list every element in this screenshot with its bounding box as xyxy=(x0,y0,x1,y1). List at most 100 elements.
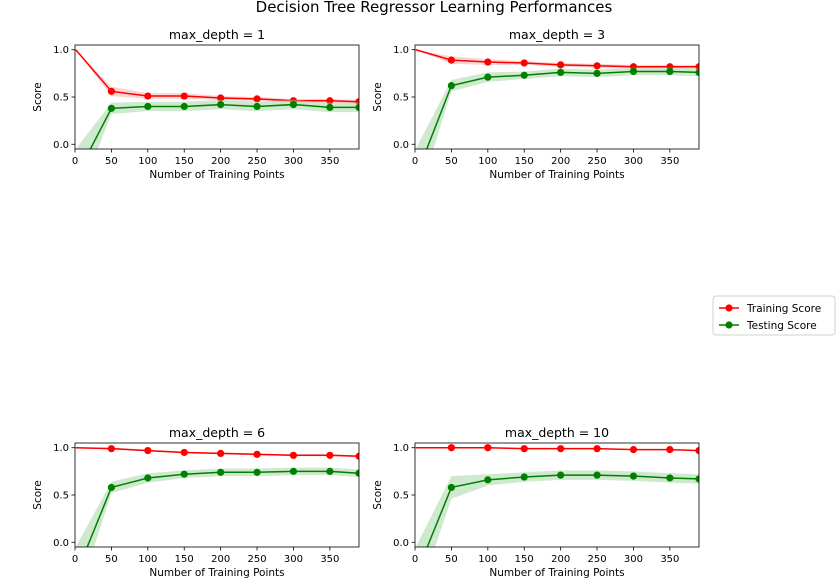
training-score-point xyxy=(484,58,492,66)
y-tick-label: 0.0 xyxy=(393,140,409,151)
testing-score-point xyxy=(217,100,225,109)
x-tick-label: 50 xyxy=(105,156,118,167)
x-tick-label: 300 xyxy=(624,156,643,167)
testing-score-point xyxy=(107,483,116,492)
testing-score-point xyxy=(144,474,152,482)
y-axis-label: Score xyxy=(32,82,44,111)
testing-score-point xyxy=(695,68,699,77)
training-score-point xyxy=(695,446,699,455)
x-tick-label: 200 xyxy=(211,554,230,565)
x-tick-label: 350 xyxy=(660,554,679,565)
x-tick-label: 100 xyxy=(138,156,157,167)
x-axis-label: Number of Training Points xyxy=(149,567,284,579)
x-tick-label: 300 xyxy=(284,156,303,167)
training-score-point xyxy=(107,87,116,95)
testing-score-point xyxy=(144,102,152,111)
training-score-band xyxy=(75,49,359,104)
testing-score-point xyxy=(447,82,456,90)
training-score-point xyxy=(520,59,528,67)
x-axis-label: Number of Training Points xyxy=(489,169,624,181)
x-tick-label: 200 xyxy=(551,156,570,167)
training-score-point xyxy=(557,61,565,69)
x-tick-label: 250 xyxy=(248,156,267,167)
axes-frame xyxy=(74,442,360,548)
x-tick-label: 250 xyxy=(588,554,607,565)
testing-score-point xyxy=(629,472,638,480)
y-axis-label: Score xyxy=(32,480,44,509)
x-tick-label: 150 xyxy=(175,156,194,167)
legend-frame xyxy=(712,295,836,336)
y-axis-label: Score xyxy=(372,82,384,111)
x-tick-label: 150 xyxy=(515,554,534,565)
testing-score-point xyxy=(593,69,601,77)
x-tick-label: 50 xyxy=(105,554,118,565)
training-score-point xyxy=(695,63,699,71)
legend-marker xyxy=(725,321,733,329)
subplot-2: 0 50 100 150 200 250 300 350 0.0 0.5 1.0 max_depth … xyxy=(372,27,700,181)
testing-score-point xyxy=(180,102,188,111)
y-tick-label: 1.0 xyxy=(393,443,409,454)
training-score-point xyxy=(144,92,152,100)
x-tick-label: 0 xyxy=(412,156,418,167)
training-score-point xyxy=(447,56,456,64)
training-score-point xyxy=(253,95,261,103)
training-score-point xyxy=(180,448,188,457)
x-tick-label: 100 xyxy=(478,156,497,167)
y-axis-label: Score xyxy=(372,480,384,509)
plot-area xyxy=(415,49,699,149)
x-tick-label: 50 xyxy=(445,156,458,167)
x-tick-label: 150 xyxy=(175,554,194,565)
subplot-1: 0 50 100 150 200 250 300 350 0.0 0.5 1.0 max_depth … xyxy=(32,27,360,181)
y-tick-label: 0.5 xyxy=(53,93,69,104)
y-tick-label: 0.5 xyxy=(393,491,409,502)
testing-score-point xyxy=(289,467,298,475)
training-score-point xyxy=(289,451,298,459)
x-tick-label: 0 xyxy=(72,554,78,565)
testing-score-band xyxy=(75,99,359,149)
x-tick-label: 0 xyxy=(72,156,78,167)
subplot-grid: 0 50 100 150 200 250 300 350 0.0 0.5 1.0 max_depth … xyxy=(32,27,700,579)
training-score-point xyxy=(253,450,261,458)
subplot-title: max_depth = 10 xyxy=(505,425,609,440)
testing-score-point xyxy=(557,471,565,479)
testing-score-point xyxy=(253,468,261,476)
y-tick-label: 1.0 xyxy=(53,45,69,56)
training-score-point xyxy=(355,452,359,460)
testing-score-point xyxy=(666,67,674,76)
plot-area xyxy=(75,49,359,149)
x-tick-label: 250 xyxy=(588,156,607,167)
x-tick-label: 50 xyxy=(445,554,458,565)
y-tick-label: 1.0 xyxy=(393,45,409,56)
plot-area xyxy=(415,444,699,547)
x-axis-label: Number of Training Points xyxy=(489,567,624,579)
y-tick-label: 1.0 xyxy=(53,443,69,454)
training-score-point xyxy=(180,92,188,100)
y-tick-label: 0.0 xyxy=(393,538,409,549)
testing-score-point xyxy=(484,476,492,484)
training-score-point xyxy=(520,445,528,453)
testing-score-point xyxy=(355,103,359,111)
training-score-point xyxy=(484,444,492,452)
y-tick-label: 0.5 xyxy=(393,93,409,104)
testing-score-point xyxy=(326,467,334,475)
testing-score-point xyxy=(629,67,638,76)
training-score-point xyxy=(557,445,565,453)
training-score-point xyxy=(107,445,116,453)
training-score-point xyxy=(593,62,601,70)
legend-label: Training Score xyxy=(746,303,821,315)
x-tick-label: 100 xyxy=(138,554,157,565)
testing-score-point xyxy=(520,473,528,481)
subplot-title: max_depth = 1 xyxy=(169,27,265,42)
x-tick-label: 250 xyxy=(248,554,267,565)
training-score-point xyxy=(217,94,225,102)
x-tick-label: 350 xyxy=(660,156,679,167)
training-score-point xyxy=(144,446,152,455)
training-score-point xyxy=(326,451,334,459)
testing-score-point xyxy=(666,474,674,482)
x-tick-label: 150 xyxy=(515,156,534,167)
subplot-4: 0 50 100 150 200 250 300 350 0.0 0.5 1.0 max_depth … xyxy=(372,425,700,579)
legend-marker xyxy=(725,304,733,312)
x-tick-label: 300 xyxy=(284,554,303,565)
testing-score-point xyxy=(326,103,334,111)
